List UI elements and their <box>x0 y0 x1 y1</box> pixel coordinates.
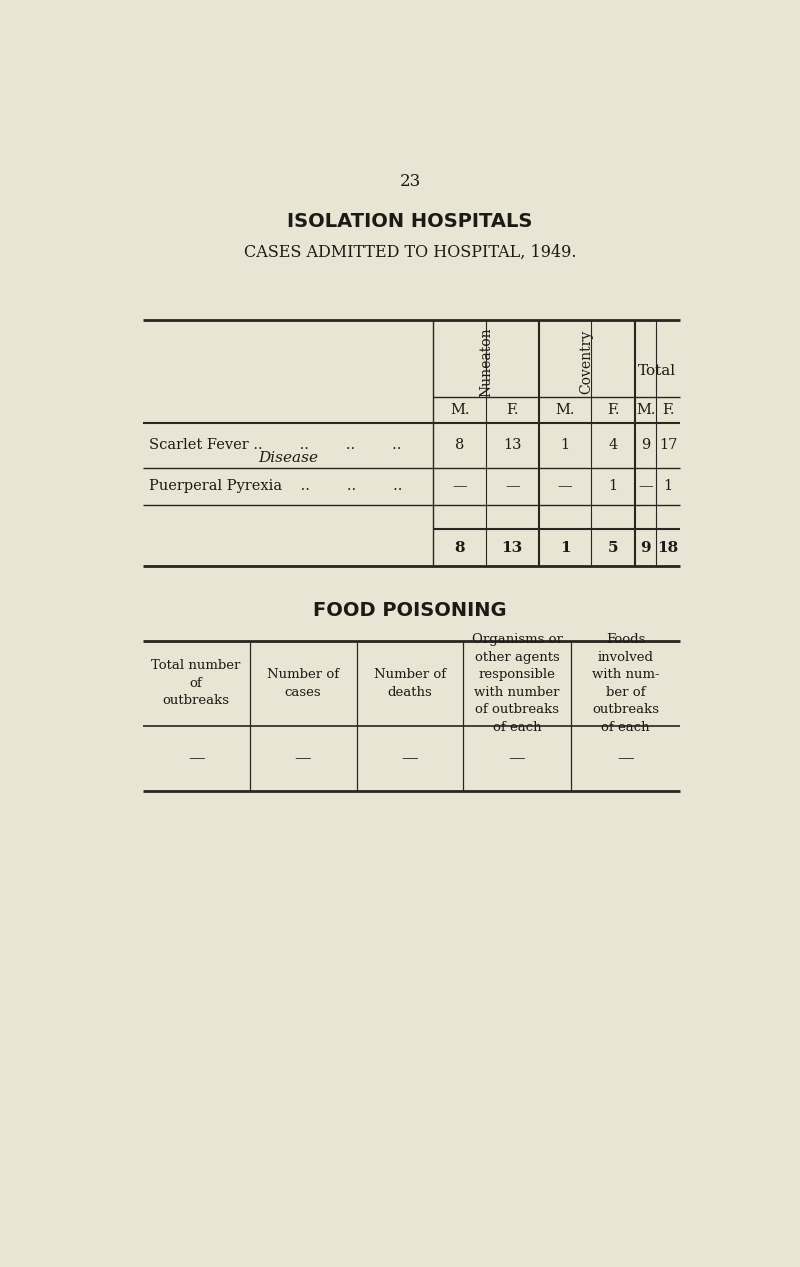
Text: —: — <box>188 750 205 767</box>
Text: 1: 1 <box>561 438 570 452</box>
Text: 9: 9 <box>641 438 650 452</box>
Text: Nuneaton: Nuneaton <box>479 327 493 397</box>
Text: 1: 1 <box>663 479 673 493</box>
Text: 23: 23 <box>399 172 421 190</box>
Text: 4: 4 <box>609 438 618 452</box>
Text: M.: M. <box>636 403 655 417</box>
Text: Coventry: Coventry <box>580 331 594 394</box>
Text: 9: 9 <box>640 541 651 555</box>
Text: M.: M. <box>450 403 470 417</box>
Text: 8: 8 <box>455 438 464 452</box>
Text: F.: F. <box>607 403 619 417</box>
Text: Foods
involved
with num-
ber of
outbreaks
of each: Foods involved with num- ber of outbreak… <box>592 634 659 734</box>
Text: Total: Total <box>638 365 676 379</box>
Text: Number of
cases: Number of cases <box>267 668 339 698</box>
Text: Scarlet Fever ..        ..        ..        ..: Scarlet Fever .. .. .. .. <box>149 438 401 452</box>
Text: Disease: Disease <box>258 451 318 465</box>
Text: F.: F. <box>662 403 674 417</box>
Text: 13: 13 <box>502 541 523 555</box>
Text: 17: 17 <box>659 438 678 452</box>
Text: 18: 18 <box>658 541 678 555</box>
Text: Puerperal Pyrexia    ..        ..        ..: Puerperal Pyrexia .. .. .. <box>149 479 402 493</box>
Text: 1: 1 <box>560 541 570 555</box>
Text: —: — <box>294 750 311 767</box>
Text: —: — <box>509 750 526 767</box>
Text: —: — <box>638 479 653 493</box>
Text: Number of
deaths: Number of deaths <box>374 668 446 698</box>
Text: Total number
of
outbreaks: Total number of outbreaks <box>151 659 241 707</box>
Text: ISOLATION HOSPITALS: ISOLATION HOSPITALS <box>287 212 533 231</box>
Text: FOOD POISONING: FOOD POISONING <box>313 601 507 620</box>
Text: Organisms or
other agents
responsible
with number
of outbreaks
of each: Organisms or other agents responsible wi… <box>471 634 562 734</box>
Text: —: — <box>617 750 634 767</box>
Text: —: — <box>452 479 467 493</box>
Text: 1: 1 <box>609 479 618 493</box>
Text: —: — <box>505 479 520 493</box>
Text: F.: F. <box>506 403 518 417</box>
Text: —: — <box>402 750 418 767</box>
Text: 8: 8 <box>454 541 465 555</box>
Text: —: — <box>558 479 572 493</box>
Text: 13: 13 <box>503 438 522 452</box>
Text: CASES ADMITTED TO HOSPITAL, 1949.: CASES ADMITTED TO HOSPITAL, 1949. <box>244 243 576 261</box>
Text: 5: 5 <box>608 541 618 555</box>
Text: M.: M. <box>555 403 574 417</box>
